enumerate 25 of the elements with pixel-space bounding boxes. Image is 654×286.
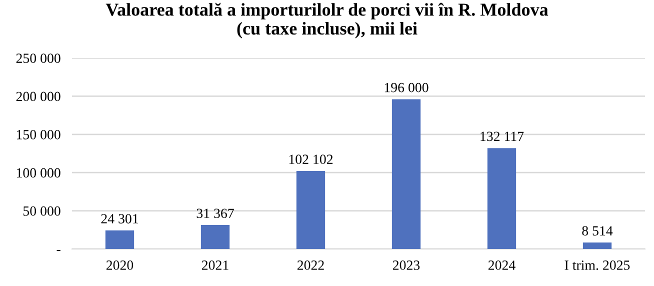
x-tick-label: 2022 [297,260,324,270]
data-label: 24 301 [101,214,138,224]
y-tick-label: 100 000 [16,168,60,178]
x-tick-label: 2023 [392,260,420,270]
bar [392,99,421,249]
bar [487,148,516,249]
x-tick-label: 2024 [488,260,516,270]
data-label: 102 102 [289,154,333,164]
chart-title: Valoarea totală a importurilolr de porci vii în R. Moldova (cu taxe incluse), mii lei [106,2,548,38]
data-label: 196 000 [384,82,428,92]
y-tick-label: 200 000 [16,92,60,102]
y-tick-label: - [56,250,60,252]
y-tick-label: 50 000 [24,206,60,216]
x-tick-label: I trim. 2025 [564,260,630,270]
y-tick-label: 250 000 [16,54,60,63]
y-tick-label: 150 000 [16,130,60,140]
data-label: 31 367 [196,208,234,218]
x-tick-label: 2021 [202,260,228,270]
x-tick-label: 2020 [106,260,134,270]
bar [582,242,612,249]
data-label: 8 514 [582,226,613,236]
bar [200,225,230,249]
bar [296,170,326,249]
data-label: 132 117 [480,132,524,142]
bar [105,230,134,249]
